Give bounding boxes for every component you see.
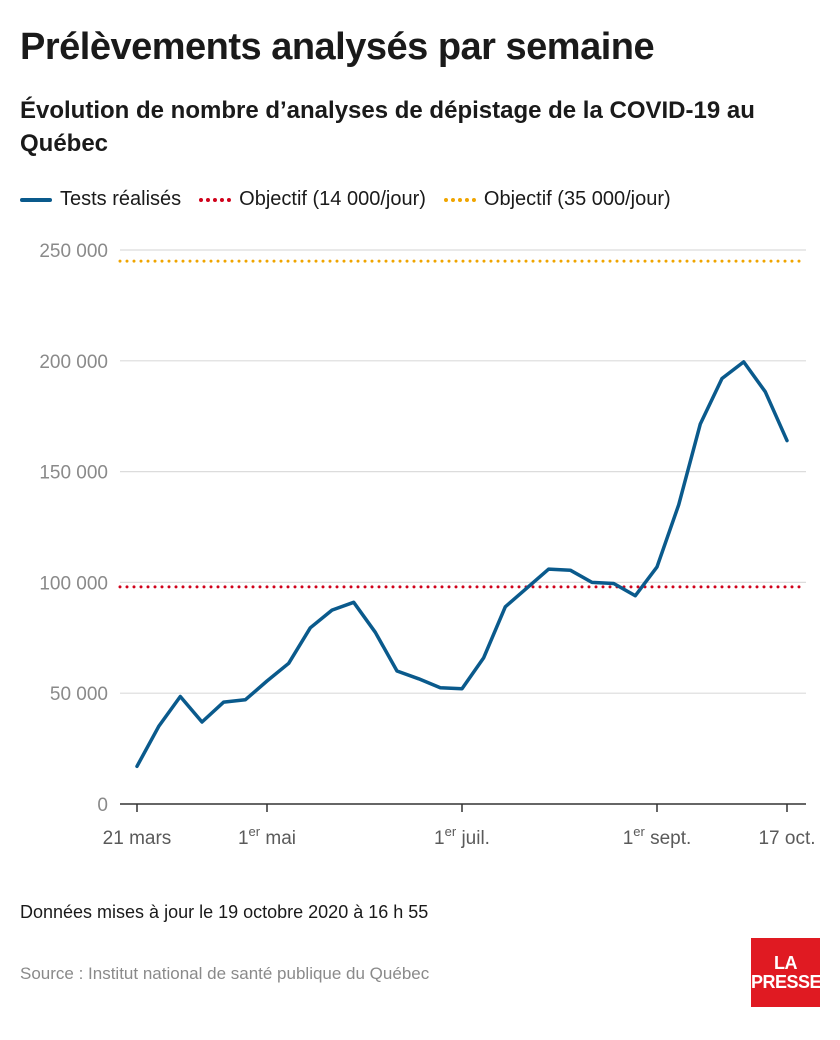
chart-subtitle: Évolution de nombre d’analyses de dépist… [20,97,755,157]
x-tick-label: 1er sept. [623,824,692,849]
y-tick-label: 150 000 [39,463,108,484]
legend-swatch-tests [20,197,52,202]
la-presse-logo: LA PRESSE [751,938,822,1007]
y-tick-label: 50 000 [50,684,108,705]
x-tick-label: 1er mai [238,824,296,849]
logo-line-2: PRESSE [751,971,822,992]
x-tick-label: 17 oct. [758,828,815,849]
legend-label-objective-14000: Objectif (14 000/jour) [239,188,426,210]
y-tick-label: 0 [97,795,108,816]
x-tick-label: 21 mars [103,828,172,849]
logo-line-1: LA [774,952,798,973]
legend-item-objective-35000: Objectif (35 000/jour) [443,188,671,211]
series-line-tests [135,360,789,769]
legend-label-tests: Tests réalisés [60,188,182,210]
legend-item-objective-14000: Objectif (14 000/jour) [199,188,426,211]
y-tick-label: 250 000 [39,241,108,262]
y-tick-label: 100 000 [39,573,108,594]
y-tick-label: 200 000 [39,352,108,373]
x-tick-label: 1er juil. [434,824,490,849]
update-timestamp: Données mises à jour le 19 octobre 2020 … [20,902,429,922]
legend-label-objective-35000: Objectif (35 000/jour) [483,188,671,210]
legend-swatch-objective-35000 [443,197,476,202]
line-chart: 0 50 000 100 000 150 000 200 000 250 000 21 ma… [39,241,815,849]
chart-title: Prélèvements analysés par semaine [20,26,655,68]
legend-item-tests: Tests réalisés [20,188,181,211]
legend: Tests réalisés Objectif (14 000/jour) Ob… [20,188,671,211]
legend-swatch-objective-14000 [199,197,232,202]
source-note: Source : Institut national de santé publ… [20,964,430,983]
